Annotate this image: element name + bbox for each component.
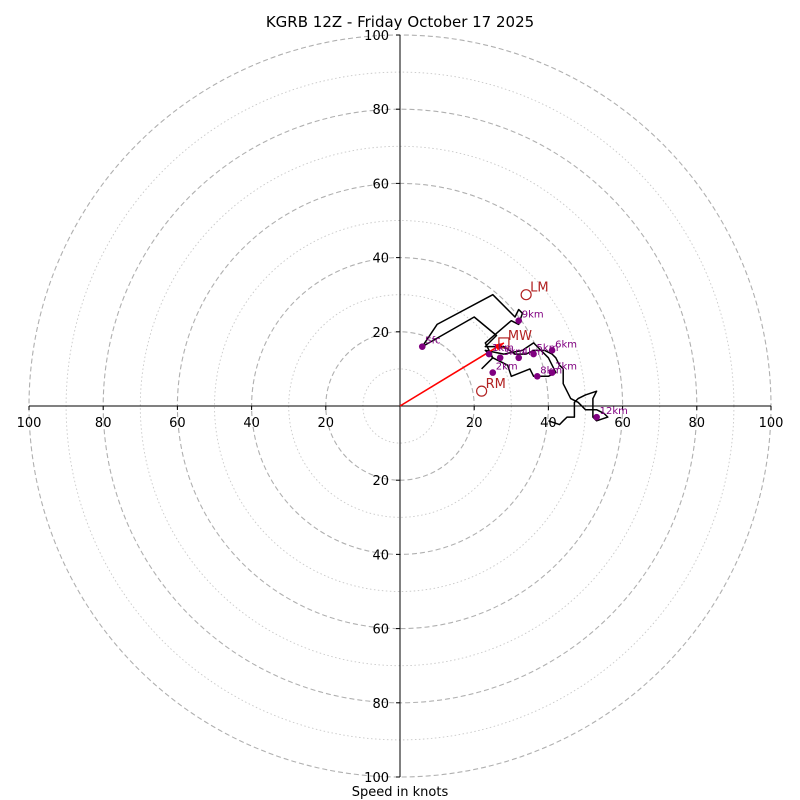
height-marker-point bbox=[515, 317, 523, 324]
y-tick-label: 100 bbox=[364, 771, 389, 786]
height-marker-point bbox=[496, 354, 504, 362]
hodograph-trace bbox=[421, 293, 609, 426]
storm-motion-label: MW bbox=[508, 329, 532, 344]
storm-motion-label: RM bbox=[486, 377, 506, 392]
x-tick-label: 100 bbox=[17, 416, 42, 431]
y-tick-label: 60 bbox=[372, 177, 389, 192]
height-marker-label: 6km bbox=[555, 339, 577, 350]
x-tick-label: 100 bbox=[759, 416, 784, 431]
x-tick-label: 60 bbox=[614, 416, 631, 431]
storm-motion-marker-rm bbox=[476, 385, 488, 397]
x-tick-label: 40 bbox=[243, 416, 260, 431]
height-marker-point bbox=[530, 350, 537, 358]
y-tick-label: 20 bbox=[372, 474, 389, 489]
height-marker-label: 5km bbox=[537, 343, 559, 354]
x-tick-label: 20 bbox=[466, 416, 483, 431]
storm-motion-marker-lm bbox=[520, 289, 532, 301]
height-marker-point bbox=[515, 354, 523, 362]
y-tick-label: 100 bbox=[364, 29, 389, 44]
x-tick-label: 80 bbox=[689, 416, 706, 431]
x-tick-label: 60 bbox=[169, 416, 186, 431]
height-marker-label: 7km bbox=[555, 362, 577, 373]
x-tick-label: 80 bbox=[95, 416, 112, 431]
storm-motion-marker-mw bbox=[498, 337, 510, 349]
chart-title: KGRB 12Z - Friday October 17 2025 bbox=[266, 13, 534, 31]
data-series: LMMWRMSfc1km2km3km4km5km6km7km8km9km12km bbox=[399, 281, 628, 426]
storm-motion-label: LM bbox=[530, 281, 548, 296]
height-marker-point bbox=[593, 413, 600, 421]
height-marker-label: 9km bbox=[522, 310, 544, 321]
y-tick-label: 80 bbox=[372, 103, 389, 118]
x-tick-label: 40 bbox=[540, 416, 557, 431]
height-marker-label: 8km bbox=[540, 365, 562, 376]
height-marker-label: 3km bbox=[503, 347, 525, 358]
tick-labels: 100 80 60 40 20 20 40 60 80 100 100 80 60 40 20 20 40 60 8… bbox=[17, 29, 784, 786]
y-tick-label: 80 bbox=[372, 697, 389, 712]
y-tick-label: 40 bbox=[372, 252, 389, 267]
height-marker-point bbox=[418, 343, 426, 350]
height-marker-label: 1km bbox=[492, 343, 514, 354]
height-marker-label: 12km bbox=[600, 406, 628, 417]
height-marker-point bbox=[489, 369, 497, 376]
x-tick-label: 20 bbox=[318, 416, 335, 431]
height-marker-point bbox=[548, 369, 556, 376]
height-marker-point bbox=[533, 373, 541, 380]
y-tick-label: 20 bbox=[372, 326, 389, 341]
y-tick-label: 40 bbox=[372, 548, 389, 563]
height-marker-point bbox=[485, 350, 493, 358]
x-axis-label: Speed in knots bbox=[352, 785, 449, 800]
height-marker-label: 2km bbox=[496, 362, 518, 373]
height-marker-label: Sfc bbox=[425, 336, 440, 347]
y-tick-label: 60 bbox=[372, 623, 389, 638]
height-marker-point bbox=[548, 347, 556, 354]
